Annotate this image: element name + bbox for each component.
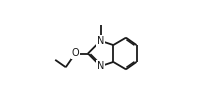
Text: O: O [72, 48, 79, 59]
Text: N: N [97, 61, 104, 71]
Text: N: N [97, 36, 104, 46]
